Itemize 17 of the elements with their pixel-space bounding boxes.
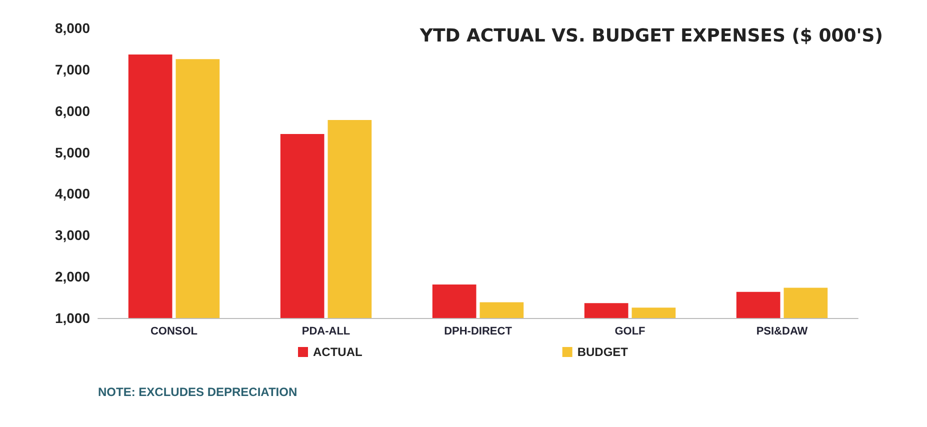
y-tick-label: 8,000 xyxy=(54,20,90,36)
chart-title: YTD ACTUAL VS. BUDGET EXPENSES ($ 000'S) xyxy=(418,26,884,46)
y-tick-label: 4,000 xyxy=(54,186,90,202)
x-tick-label: PDA-ALL xyxy=(302,326,350,338)
text: NOTE: EXCLUDES DEPRECIATION xyxy=(98,385,298,399)
x-tick-label: DPH-DIRECT xyxy=(444,326,512,338)
y-tick-label: 6,000 xyxy=(54,102,90,119)
legend-label: BUDGET xyxy=(577,345,629,359)
y-tick-label: 5,000 xyxy=(54,144,90,160)
y-tick-label: 3,000 xyxy=(54,227,90,244)
x-tick-label: GOLF xyxy=(614,326,646,338)
x-tick-label: PSI&DAW xyxy=(756,326,808,338)
y-tick-label: 1,000 xyxy=(54,310,90,326)
y-tick-label: 7,000 xyxy=(54,61,90,78)
y-tick-label: 2,000 xyxy=(54,268,90,285)
legend-label: ACTUAL xyxy=(313,345,362,359)
x-tick-label: CONSOL xyxy=(150,326,198,338)
